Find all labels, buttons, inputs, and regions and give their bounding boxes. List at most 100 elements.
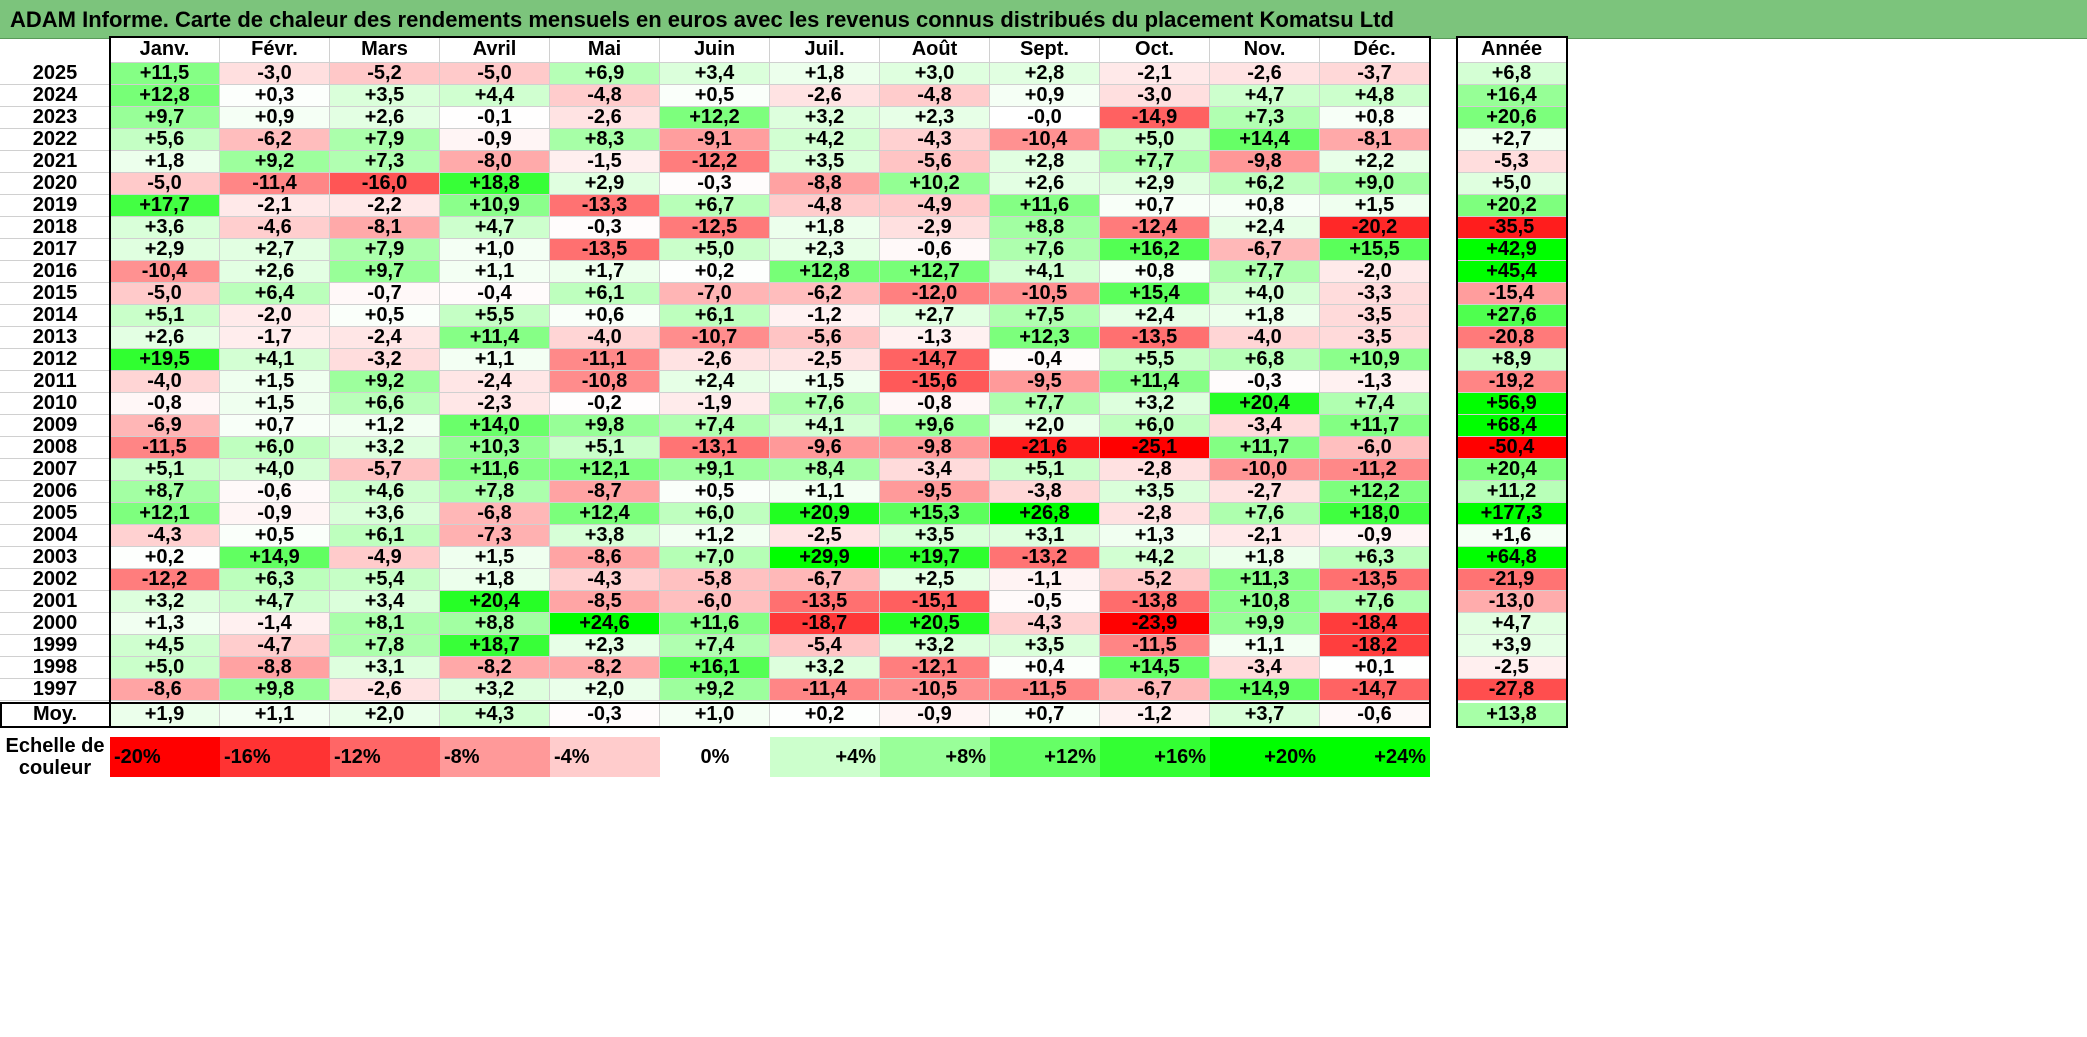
heatmap-cell: +1,8: [1210, 305, 1320, 327]
heatmap-cell: -2,7: [1210, 481, 1320, 503]
heatmap-cell: +4,1: [770, 415, 880, 437]
heatmap-cell: -7,3: [440, 525, 550, 547]
year-label: 2014: [0, 305, 110, 327]
heatmap-cell: -15,1: [880, 591, 990, 613]
heatmap-cell: -5,7: [330, 459, 440, 481]
year-label: 2005: [0, 503, 110, 525]
year-label: 2023: [0, 107, 110, 129]
heatmap-cell: -18,2: [1320, 635, 1430, 657]
heatmap-cell: +2,6: [110, 327, 220, 349]
heatmap-cell: -2,2: [330, 195, 440, 217]
heatmap-cell: +5,1: [110, 305, 220, 327]
heatmap-cell: +2,9: [550, 173, 660, 195]
heatmap-cell: +11,7: [1320, 415, 1430, 437]
heatmap-cell: -8,8: [220, 657, 330, 679]
heatmap-cell: -16,0: [330, 173, 440, 195]
heatmap-cell: -2,5: [770, 525, 880, 547]
average-cell: +2,0: [330, 703, 440, 727]
heatmap-cell: -2,8: [1100, 459, 1210, 481]
heatmap-cell: +11,7: [1210, 437, 1320, 459]
heatmap-cell: +3,5: [1100, 481, 1210, 503]
heatmap-cell: -10,4: [990, 129, 1100, 151]
heatmap-cell: -1,2: [770, 305, 880, 327]
heatmap-cell: +7,3: [330, 151, 440, 173]
heatmap-cell: +12,8: [770, 261, 880, 283]
heatmap-cell: +2,6: [220, 261, 330, 283]
heatmap-cell: +6,9: [550, 63, 660, 85]
heatmap-cell: -1,9: [660, 393, 770, 415]
heatmap-cell: -2,0: [220, 305, 330, 327]
heatmap-cell: +4,2: [1100, 547, 1210, 569]
heatmap-cell: +7,7: [1100, 151, 1210, 173]
annual-cell: +4,7: [1457, 613, 1567, 635]
color-scale-stop: +8%: [880, 737, 990, 777]
heatmap-cell: -3,4: [1210, 657, 1320, 679]
heatmap-cell: +8,7: [110, 481, 220, 503]
heatmap-cell: +5,5: [440, 305, 550, 327]
annual-cell: -21,9: [1457, 569, 1567, 591]
heatmap-cell: -0,6: [880, 239, 990, 261]
heatmap-cell: +14,9: [220, 547, 330, 569]
year-label: 1997: [0, 679, 110, 701]
heatmap-cell: -10,7: [660, 327, 770, 349]
heatmap-cell: -14,9: [1100, 107, 1210, 129]
heatmap-cell: -2,4: [330, 327, 440, 349]
color-scale-label: Echelle de couleur: [5, 735, 105, 779]
heatmap-cell: -2,5: [770, 349, 880, 371]
heatmap-cell: -8,2: [440, 657, 550, 679]
heatmap-cell: +7,7: [1210, 261, 1320, 283]
heatmap-cell: +0,1: [1320, 657, 1430, 679]
annual-cell: +20,4: [1457, 459, 1567, 481]
annual-cell: +20,6: [1457, 107, 1567, 129]
color-scale-stop: -4%: [550, 737, 660, 777]
heatmap-cell: -8,2: [550, 657, 660, 679]
heatmap-cell: +0,2: [660, 261, 770, 283]
heatmap-cell: -4,8: [880, 85, 990, 107]
heatmap-cell: +5,4: [330, 569, 440, 591]
heatmap-cell: -1,1: [990, 569, 1100, 591]
heatmap-cell: +26,8: [990, 503, 1100, 525]
annual-cell: +6,8: [1457, 63, 1567, 85]
year-label: 2022: [0, 129, 110, 151]
heatmap-cell: +3,2: [770, 657, 880, 679]
heatmap-cell: -10,4: [110, 261, 220, 283]
heatmap-cell: -13,5: [1320, 569, 1430, 591]
heatmap-cell: -0,4: [440, 283, 550, 305]
heatmap-cell: +6,2: [1210, 173, 1320, 195]
heatmap-cell: -9,1: [660, 129, 770, 151]
heatmap-cell: +2,0: [550, 679, 660, 701]
heatmap-cell: +8,1: [330, 613, 440, 635]
month-header: Mars: [330, 37, 440, 63]
heatmap-cell: -11,5: [110, 437, 220, 459]
heatmap-cell: +18,8: [440, 173, 550, 195]
heatmap-cell: +11,4: [440, 327, 550, 349]
heatmap-cell: +0,2: [110, 547, 220, 569]
heatmap-cell: -1,3: [1320, 371, 1430, 393]
heatmap-cell: -0,1: [440, 107, 550, 129]
heatmap-cell: -6,2: [220, 129, 330, 151]
annual-cell: -50,4: [1457, 437, 1567, 459]
heatmap-cell: -3,7: [1320, 63, 1430, 85]
heatmap-cell: -5,0: [110, 283, 220, 305]
heatmap-cell: -13,1: [660, 437, 770, 459]
heatmap-cell: +7,9: [330, 129, 440, 151]
heatmap-cell: -5,6: [770, 327, 880, 349]
heatmap-cell: +4,7: [220, 591, 330, 613]
year-label: 2015: [0, 283, 110, 305]
heatmap-cell: +1,8: [770, 63, 880, 85]
annual-cell: +5,0: [1457, 173, 1567, 195]
heatmap-cell: +7,9: [330, 239, 440, 261]
year-label: 2016: [0, 261, 110, 283]
year-label: 2002: [0, 569, 110, 591]
heatmap-cell: -1,4: [220, 613, 330, 635]
average-cell: +3,7: [1210, 703, 1320, 727]
heatmap-cell: -10,5: [880, 679, 990, 701]
color-scale-stop: +20%: [1210, 737, 1320, 777]
average-cell: +4,3: [440, 703, 550, 727]
heatmap-cell: -6,9: [110, 415, 220, 437]
year-label: 2003: [0, 547, 110, 569]
heatmap-cell: +6,3: [1320, 547, 1430, 569]
heatmap-cell: +1,8: [1210, 547, 1320, 569]
heatmap-cell: +0,7: [1100, 195, 1210, 217]
heatmap-cell: +6,6: [330, 393, 440, 415]
